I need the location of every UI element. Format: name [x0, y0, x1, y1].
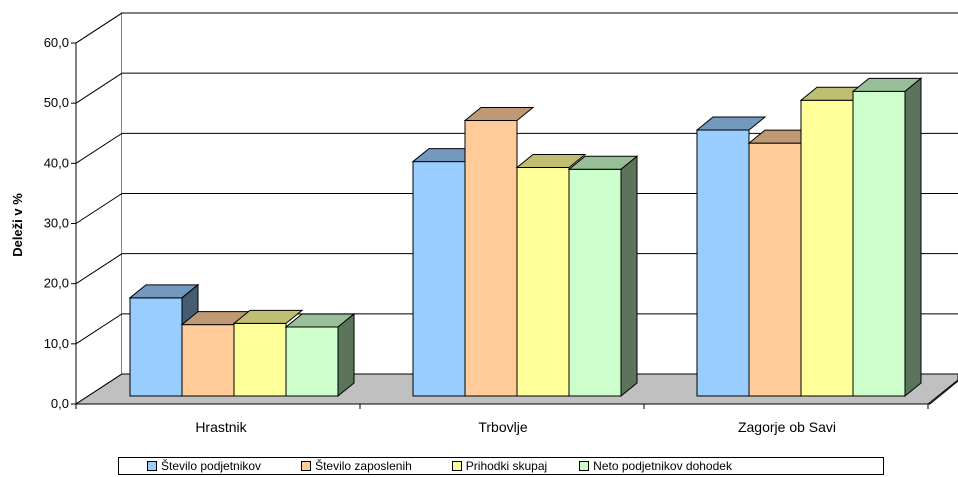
bar	[695, 116, 767, 397]
bar-front	[696, 129, 750, 397]
bar-front	[748, 142, 802, 397]
bar-chart: 0,0 10,0 20,0 30,0 40,0 50,0 60,0 Hrastnik Trbov…	[10, 12, 958, 435]
bar-front	[233, 322, 287, 397]
bar-side	[904, 77, 922, 398]
y-axis-label: Deleži v %	[10, 193, 25, 257]
bar-side	[337, 312, 355, 398]
bars	[128, 77, 923, 398]
y-tick-label: 50,0	[44, 95, 69, 110]
floor-edge	[929, 380, 958, 405]
legend-item: Število podjetnikov	[147, 459, 261, 473]
bar-front	[129, 297, 183, 397]
bar-front	[568, 168, 622, 397]
bar	[232, 309, 304, 397]
legend-item: Neto podjetnikov dohodek	[579, 459, 732, 473]
bar	[851, 77, 923, 398]
category-label: Zagorje ob Savi	[738, 419, 836, 435]
bar	[463, 107, 535, 397]
y-tick-label: 60,0	[44, 35, 69, 50]
bar-front	[800, 99, 854, 397]
bar	[747, 129, 819, 397]
bar	[799, 86, 871, 397]
y-tick-label: 30,0	[44, 216, 69, 231]
bar	[567, 155, 639, 398]
gridline	[75, 12, 958, 44]
gridline	[75, 132, 958, 164]
y-tick-label: 0,0	[51, 396, 69, 411]
legend-swatch	[147, 461, 157, 471]
bar	[284, 312, 356, 398]
legend-label: Neto podjetnikov dohodek	[593, 459, 732, 473]
legend: Število podjetnikov Število zaposlenih Pri…	[118, 457, 884, 475]
y-tick-label: 20,0	[44, 276, 69, 291]
category-label: Hrastnik	[195, 419, 247, 435]
axes: 0,0 10,0 20,0 30,0 40,0 50,0 60,0 Hrastnik Trbov…	[44, 35, 929, 435]
legend-item: Prihodki skupaj	[451, 459, 548, 473]
bar-front	[181, 324, 235, 397]
bar-front	[852, 90, 906, 397]
bar-top	[232, 309, 304, 324]
bar	[515, 154, 587, 397]
y-tick-label: 10,0	[44, 336, 69, 351]
legend-label: Prihodki skupaj	[465, 459, 548, 473]
bar	[411, 148, 483, 397]
legend-swatch	[301, 461, 312, 471]
legend-swatch	[451, 461, 462, 471]
bar-top	[515, 154, 587, 169]
gridline	[75, 313, 958, 345]
bar-top	[463, 107, 535, 122]
bar	[180, 311, 252, 397]
bar-side	[620, 155, 638, 398]
gridline	[75, 193, 958, 224]
bar-front	[516, 167, 570, 397]
gridline	[75, 72, 958, 104]
bar-front	[464, 120, 518, 397]
category-label: Trbovlje	[478, 419, 527, 435]
legend-item: Število zaposlenih	[301, 459, 412, 473]
gridline	[75, 253, 958, 285]
legend-label: Število zaposlenih	[315, 459, 412, 473]
legend-label: Število podjetnikov	[161, 459, 262, 473]
legend-swatch	[579, 461, 590, 471]
y-tick-label: 40,0	[44, 155, 69, 170]
bar-front	[285, 326, 339, 397]
bar-front	[412, 161, 466, 397]
bar-top	[695, 116, 767, 131]
